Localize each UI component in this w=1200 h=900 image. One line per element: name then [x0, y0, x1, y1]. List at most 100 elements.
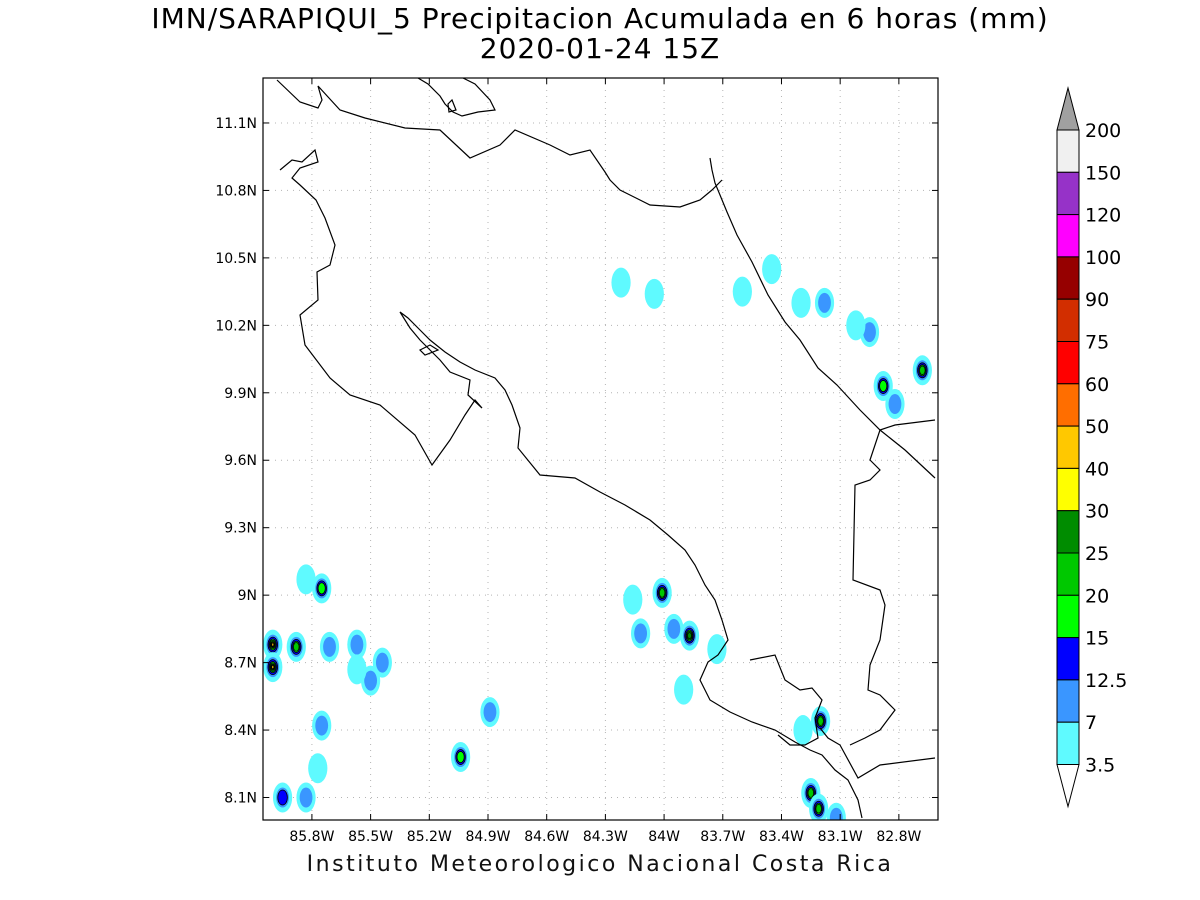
colorbar-segment — [1056, 552, 1080, 596]
precip-contour — [667, 618, 681, 639]
precip-contour — [347, 654, 367, 685]
pacific-coast — [279, 148, 863, 819]
colorbar-label: 75 — [1085, 332, 1109, 354]
precip-cell — [623, 584, 643, 615]
precip-contour — [829, 807, 843, 820]
nicoya-inner-coast — [418, 344, 440, 356]
precip-contour — [483, 702, 497, 723]
lat-tick-label: 9.9N — [224, 386, 257, 402]
colorbar-label: 40 — [1085, 458, 1109, 480]
precip-contour — [271, 665, 275, 670]
lon-tick-label: 83.4W — [759, 829, 804, 845]
lon-tick-label: 84.6W — [524, 829, 569, 845]
lat-tick-label: 9.3N — [224, 521, 257, 537]
colorbar-label: 200 — [1085, 120, 1121, 142]
map-footer: Instituto Meteorologico Nacional Costa R… — [306, 852, 894, 877]
precip-cell — [664, 613, 684, 644]
precip-contour — [846, 310, 866, 341]
precip-cell — [480, 697, 500, 728]
colorbar-legend: 200 150 120 100 90 75 60 50 40 30 25 20 15 12.5 7 3.5 — [1056, 86, 1127, 809]
precip-cell — [611, 267, 631, 298]
precip-contour — [863, 322, 876, 343]
lon-tick-label: 85.8W — [289, 829, 334, 845]
precip-contour — [644, 278, 664, 309]
colorbar-segment — [1056, 425, 1080, 469]
precip-cell — [308, 753, 328, 784]
precip-cell — [762, 254, 782, 285]
colorbar-label: 7 — [1085, 712, 1097, 734]
colorbar-segment — [1056, 341, 1080, 385]
lat-tick-label: 10.5N — [215, 251, 257, 267]
colorbar-segment — [1056, 171, 1080, 216]
lat-tick-label: 9.6N — [224, 453, 257, 469]
precip-cell — [347, 654, 367, 685]
precip-cell — [263, 652, 283, 683]
precip-contour — [732, 276, 752, 307]
precip-cell — [372, 647, 392, 678]
precip-cell — [885, 389, 905, 420]
colorbar-label: 12.5 — [1085, 670, 1127, 692]
colorbar-segment — [1056, 467, 1080, 512]
precip-cell — [312, 573, 332, 604]
precip-cell — [286, 631, 306, 662]
precip-contour — [707, 634, 727, 665]
lon-tick-label: 82.8W — [876, 829, 921, 845]
coastline — [276, 78, 936, 819]
precipitation-field — [263, 254, 932, 820]
precip-contour — [888, 394, 902, 415]
precip-cell — [312, 710, 332, 741]
colorbar-label: 120 — [1085, 205, 1121, 227]
precip-cell — [809, 793, 829, 820]
precip-contour — [879, 380, 888, 393]
precip-contour — [818, 292, 831, 313]
colorbar-segment — [1056, 129, 1080, 173]
precip-contour — [762, 254, 782, 285]
precip-contour — [611, 267, 631, 298]
colorbar-label: 150 — [1085, 162, 1121, 184]
panama-coast-east — [849, 419, 936, 746]
precip-contour — [791, 287, 811, 318]
precip-cell — [296, 564, 316, 595]
precip-cell — [451, 742, 471, 773]
colorbar-segment — [1056, 214, 1080, 258]
panama-border — [819, 727, 936, 779]
precip-cell — [814, 287, 835, 318]
precip-cell — [347, 629, 367, 660]
precip-cell — [873, 371, 893, 402]
colorbar-label: 25 — [1085, 543, 1109, 565]
lon-tick-label: 85.5W — [348, 829, 393, 845]
precip-cell — [652, 577, 672, 608]
lat-tick-label: 10.2N — [215, 318, 257, 334]
precip-cell — [644, 278, 664, 309]
precip-cell — [826, 802, 846, 820]
precip-contour — [350, 634, 364, 655]
precip-contour — [793, 715, 813, 746]
colorbar-top-triangle — [1056, 86, 1080, 131]
precip-contour — [271, 642, 275, 647]
precip-cell — [263, 629, 283, 660]
precip-contour — [364, 670, 378, 691]
precip-cell — [707, 634, 727, 665]
grid-lines — [263, 78, 938, 820]
lon-tick-label: 83.1W — [818, 829, 863, 845]
lat-tick-label: 8.4N — [224, 723, 257, 739]
colorbar-label: 30 — [1085, 501, 1109, 523]
colorbar-bottom-triangle — [1056, 764, 1080, 809]
precip-contour — [456, 751, 465, 764]
colorbar-segment — [1056, 637, 1080, 681]
precip-cell — [679, 620, 700, 651]
colorbar-segment — [1056, 383, 1080, 427]
precip-contour — [634, 623, 648, 644]
precip-contour — [807, 788, 815, 798]
colorbar-segment — [1056, 594, 1080, 639]
precip-contour — [323, 636, 336, 657]
nicaragua-north-coast — [417, 78, 496, 117]
plot-frame — [262, 77, 939, 821]
lon-tick-label: 85.2W — [407, 829, 452, 845]
precip-contour — [817, 716, 824, 726]
precip-cell — [631, 618, 651, 649]
precip-cell — [793, 715, 813, 746]
precip-contour — [674, 674, 694, 705]
precip-cell — [319, 631, 340, 662]
lon-tick-label: 84.9W — [465, 829, 510, 845]
